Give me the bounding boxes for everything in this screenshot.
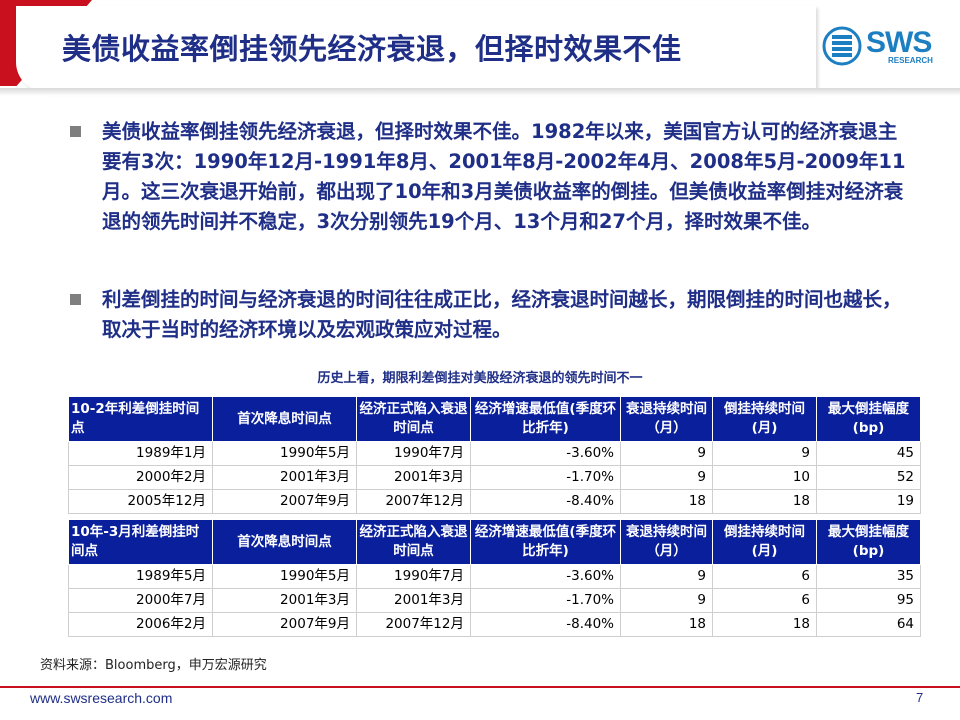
column-header: 衰退持续时间（月） (620, 396, 713, 442)
table-cell: 2001年3月 (212, 465, 357, 490)
table-cell: 2007年9月 (212, 612, 357, 637)
table-cell: 2000年7月 (68, 588, 213, 613)
footer-divider (0, 686, 960, 688)
table-cell: 35 (816, 564, 921, 589)
table-row: 2000年2月 2001年3月 2001年3月 -1.70% 9 10 52 (68, 465, 921, 490)
table-cell: 18 (620, 489, 713, 514)
bullet-square-icon (70, 294, 81, 305)
table-cell: 1990年7月 (356, 564, 471, 589)
table-caption: 历史上看，期限利差倒挂对美股经济衰退的领先时间不一 (317, 371, 643, 386)
table-cell: -1.70% (470, 465, 621, 490)
bullet-square-icon (70, 126, 81, 137)
table-cell: -8.40% (470, 612, 621, 637)
inversion-table-10y-3m: 10年-3月利差倒挂时间点 首次降息时间点 经济正式陷入衰退时间点 经济增速最低… (68, 519, 921, 637)
table-row: 2006年2月 2007年9月 2007年12月 -8.40% 18 18 64 (68, 612, 921, 637)
table-cell: 9 (620, 441, 713, 466)
table-cell: -3.60% (470, 441, 621, 466)
table-cell: 18 (620, 612, 713, 637)
column-header: 经济正式陷入衰退时间点 (356, 396, 471, 442)
table-cell: 2001年3月 (356, 465, 471, 490)
table-cell: 9 (712, 441, 817, 466)
table-cell: -1.70% (470, 588, 621, 613)
table-cell: 9 (620, 465, 713, 490)
table-cell: 6 (712, 588, 817, 613)
column-header: 最大倒挂幅度(bp) (816, 519, 921, 565)
table-cell: 45 (816, 441, 921, 466)
table-cell: 2007年12月 (356, 612, 471, 637)
column-header: 衰退持续时间（月） (620, 519, 713, 565)
table-cell: 2007年9月 (212, 489, 357, 514)
table-cell: 2005年12月 (68, 489, 213, 514)
bullet-text: 美债收益率倒挂领先经济衰退，但择时效果不佳。1982年以来，美国官方认可的经济衰… (102, 120, 906, 233)
column-header: 经济增速最低值(季度环比折年) (470, 396, 621, 442)
table-cell: 52 (816, 465, 921, 490)
table-row: 1989年5月 1990年5月 1990年7月 -3.60% 9 6 35 (68, 564, 921, 589)
bullet-text: 利差倒挂的时间与经济衰退的时间往往成正比，经济衰退时间越长，期限倒挂的时间也越长… (102, 288, 902, 341)
table-cell: 10 (712, 465, 817, 490)
table-row: 2005年12月 2007年9月 2007年12月 -8.40% 18 18 1… (68, 489, 921, 514)
table-cell: 1990年5月 (212, 441, 357, 466)
table-cell: 2000年2月 (68, 465, 213, 490)
column-header: 经济增速最低值(季度环比折年) (470, 519, 621, 565)
table-cell: 18 (712, 612, 817, 637)
table-cell: -8.40% (470, 489, 621, 514)
bullet-2: 利差倒挂的时间与经济衰退的时间往往成正比，经济衰退时间越长，期限倒挂的时间也越长… (70, 285, 910, 345)
table-cell: 2007年12月 (356, 489, 471, 514)
table-header-row: 10-2年利差倒挂时间点 首次降息时间点 经济正式陷入衰退时间点 经济增速最低值… (68, 396, 921, 442)
column-header: 首次降息时间点 (212, 396, 357, 442)
table-cell: 1990年7月 (356, 441, 471, 466)
table-row: 2000年7月 2001年3月 2001年3月 -1.70% 9 6 95 (68, 588, 921, 613)
header-shadow (0, 88, 960, 96)
inversion-table-10-2: 10-2年利差倒挂时间点 首次降息时间点 经济正式陷入衰退时间点 经济增速最低值… (68, 396, 921, 514)
table-cell: 2001年3月 (356, 588, 471, 613)
table-cell: -3.60% (470, 564, 621, 589)
bullet-1: 美债收益率倒挂领先经济衰退，但择时效果不佳。1982年以来，美国官方认可的经济衰… (70, 117, 910, 237)
table-row: 1989年1月 1990年5月 1990年7月 -3.60% 9 9 45 (68, 441, 921, 466)
table-cell: 9 (620, 588, 713, 613)
logo-wordmark: SWS (866, 26, 932, 59)
table-cell: 1989年5月 (68, 564, 213, 589)
table-cell: 9 (620, 564, 713, 589)
table-header-row: 10年-3月利差倒挂时间点 首次降息时间点 经济正式陷入衰退时间点 经济增速最低… (68, 519, 921, 565)
source-note: 资料来源：Bloomberg，申万宏源研究 (40, 658, 267, 673)
page-number: 7 (916, 690, 924, 705)
column-header: 倒挂持续时间(月) (712, 519, 817, 565)
table-cell: 95 (816, 588, 921, 613)
column-header: 10-2年利差倒挂时间点 (68, 396, 213, 442)
page-title: 美债收益率倒挂领先经济衰退，但择时效果不佳 (62, 32, 682, 66)
column-header: 最大倒挂幅度(bp) (816, 396, 921, 442)
footer-website-link[interactable]: www.swsresearch.com (30, 690, 173, 706)
table-cell: 64 (816, 612, 921, 637)
table-cell: 1990年5月 (212, 564, 357, 589)
sws-logo: SWS RESEARCH (822, 26, 940, 70)
table-cell: 19 (816, 489, 921, 514)
table-cell: 1989年1月 (68, 441, 213, 466)
column-header: 10年-3月利差倒挂时间点 (68, 519, 213, 565)
column-header: 倒挂持续时间(月) (712, 396, 817, 442)
logo-subtext: RESEARCH (888, 56, 933, 65)
table-cell: 2006年2月 (68, 612, 213, 637)
column-header: 首次降息时间点 (212, 519, 357, 565)
table-cell: 18 (712, 489, 817, 514)
header-bar (16, 6, 816, 92)
table-cell: 2001年3月 (212, 588, 357, 613)
column-header: 经济正式陷入衰退时间点 (356, 519, 471, 565)
table-cell: 6 (712, 564, 817, 589)
sws-logo-icon (822, 26, 862, 66)
